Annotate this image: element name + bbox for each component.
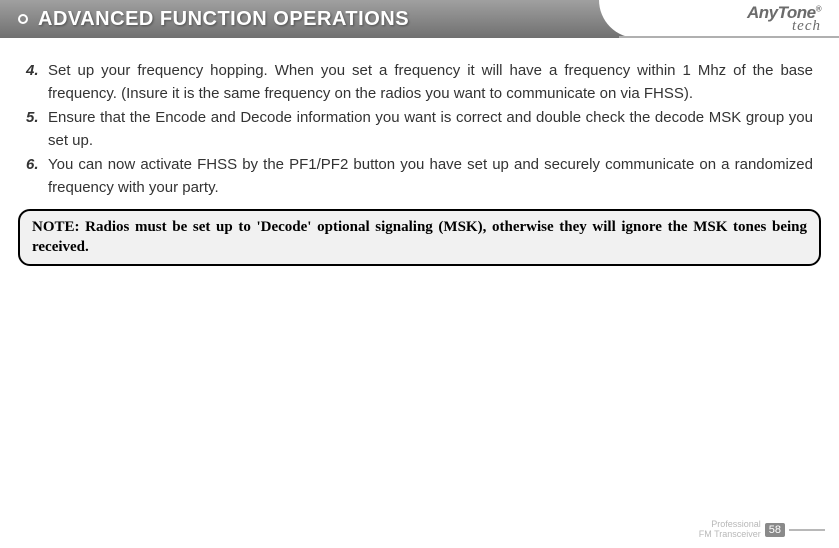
note-box: NOTE: Radios must be set up to 'Decode' … <box>18 209 821 266</box>
item-number: 5. <box>26 107 48 152</box>
header-underline <box>619 36 839 38</box>
page-title: ADVANCED FUNCTION OPERATIONS <box>38 8 409 31</box>
list-item: 4. Set up your frequency hopping. When y… <box>26 60 813 105</box>
header-bullet <box>18 14 28 24</box>
footer-rule <box>789 529 825 531</box>
footer-line2: FM Transceiver <box>699 530 761 540</box>
item-text: Set up your frequency hopping. When you … <box>48 60 813 105</box>
item-number: 4. <box>26 60 48 105</box>
item-number: 6. <box>26 154 48 199</box>
header-bar: ADVANCED FUNCTION OPERATIONS AnyTone® te… <box>0 0 839 38</box>
page-number: 58 <box>765 523 785 537</box>
content-area: 4. Set up your frequency hopping. When y… <box>0 38 839 199</box>
footer: Professional FM Transceiver 58 <box>699 520 825 540</box>
list-item: 5. Ensure that the Encode and Decode inf… <box>26 107 813 152</box>
footer-text: Professional FM Transceiver <box>699 520 761 540</box>
brand-reg: ® <box>816 4 821 13</box>
item-text: You can now activate FHSS by the PF1/PF2… <box>48 154 813 199</box>
brand-logo: AnyTone® tech <box>747 4 821 34</box>
item-text: Ensure that the Encode and Decode inform… <box>48 107 813 152</box>
list-item: 6. You can now activate FHSS by the PF1/… <box>26 154 813 199</box>
